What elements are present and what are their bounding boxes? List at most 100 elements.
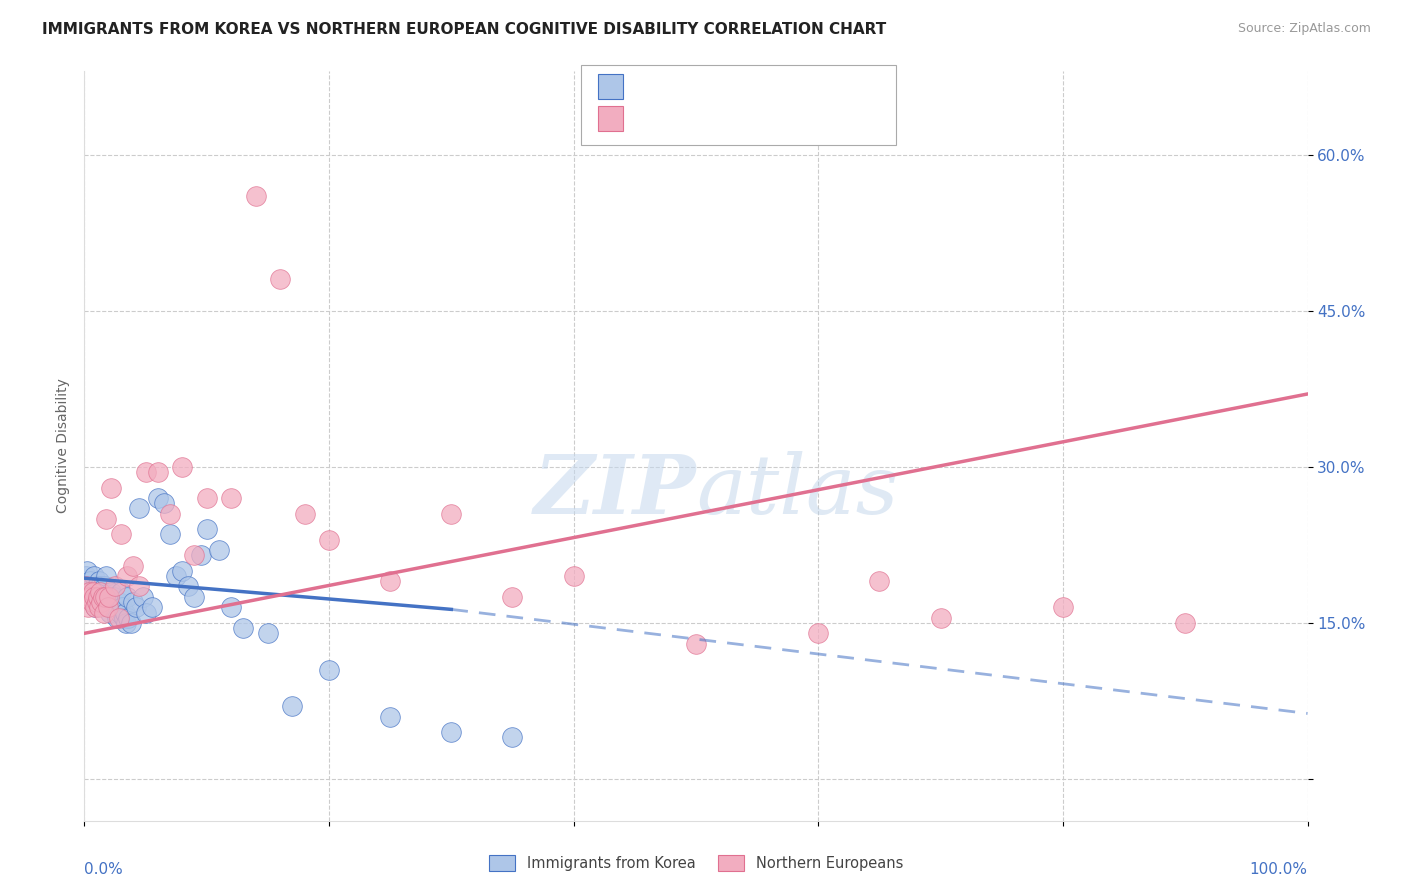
Point [94,580,117,594]
Point [115,615,138,630]
Point [96,512,118,526]
Point [380,709,402,723]
Point [117,611,139,625]
Point [89,584,111,599]
Point [128,501,150,516]
Point [103,590,125,604]
Point [128,580,150,594]
Point [90,595,112,609]
Point [190,548,212,563]
Text: IMMIGRANTS FROM KOREA VS NORTHERN EUROPEAN COGNITIVE DISABILITY CORRELATION CHAR: IMMIGRANTS FROM KOREA VS NORTHERN EUROPE… [42,22,886,37]
Point [146,491,169,505]
Point [159,507,181,521]
Point [90,584,112,599]
Point [153,496,176,510]
Point [929,611,952,625]
Point [77,590,100,604]
Point [84,600,107,615]
Point [869,574,891,589]
Point [76,590,98,604]
Point [122,558,145,573]
Point [87,590,110,604]
Text: ZIP: ZIP [533,451,696,531]
Point [87,574,110,589]
Point [76,564,98,578]
Point [135,606,157,620]
Text: 100.0%: 100.0% [1250,862,1308,877]
Point [112,611,135,625]
Point [114,606,136,620]
Point [107,611,129,625]
Point [1052,600,1074,615]
Point [245,189,267,203]
Point [97,600,120,615]
Point [257,626,280,640]
Point [77,584,100,599]
Point [82,595,104,609]
Point [79,590,101,604]
Point [80,584,103,599]
Point [107,595,129,609]
Point [79,574,101,589]
Point [97,590,120,604]
Point [146,465,169,479]
Y-axis label: Cognitive Disability: Cognitive Disability [56,378,70,514]
Point [91,590,114,604]
Point [82,584,104,599]
Point [195,491,218,505]
Point [77,580,100,594]
Point [183,590,205,604]
Point [105,606,128,620]
Point [1174,615,1197,630]
Text: atlas: atlas [696,451,898,531]
Text: R = -0.149   N =  61: R = -0.149 N = 61 [634,79,808,94]
Point [87,600,110,615]
Point [219,600,242,615]
Point [115,569,138,583]
Point [135,465,157,479]
Point [75,569,97,583]
Point [685,637,707,651]
Point [77,600,100,615]
Point [100,584,122,599]
Point [281,699,304,714]
Point [132,590,155,604]
Point [111,600,134,615]
Point [93,606,115,620]
Point [101,595,124,609]
Point [208,543,231,558]
Point [98,606,121,620]
Point [110,584,132,599]
Point [83,590,105,604]
Point [232,621,254,635]
Point [87,590,110,604]
Point [96,569,118,583]
Point [165,569,187,583]
Point [380,574,402,589]
Point [122,595,145,609]
Point [125,600,148,615]
Point [104,580,127,594]
Point [562,569,585,583]
Point [294,507,316,521]
Point [84,600,107,615]
Point [110,527,132,541]
Point [172,564,194,578]
Point [269,272,291,286]
Point [440,507,463,521]
Point [115,590,138,604]
Point [104,600,127,615]
Point [89,580,111,594]
Point [440,725,463,739]
Point [105,611,128,625]
Point [183,548,205,563]
Legend: Immigrants from Korea, Northern Europeans: Immigrants from Korea, Northern European… [484,849,908,877]
Point [75,580,97,594]
Point [97,600,120,615]
Point [120,615,142,630]
Point [172,459,194,474]
Text: R =  0.412   N =  48: R = 0.412 N = 48 [634,112,808,126]
Point [219,491,242,505]
Point [80,595,103,609]
Point [807,626,830,640]
